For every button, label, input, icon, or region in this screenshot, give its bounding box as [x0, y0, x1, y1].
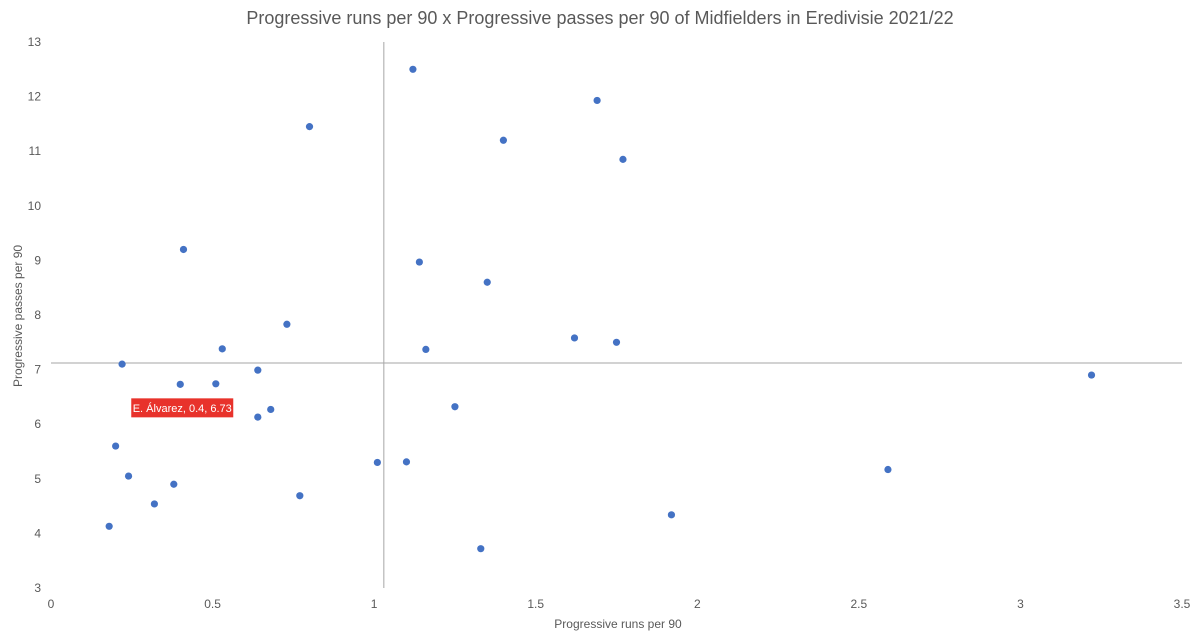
data-point [593, 96, 601, 105]
data-point [150, 500, 159, 508]
reference-lines [51, 42, 1182, 588]
x-axis-label: Progressive runs per 90 [554, 617, 682, 631]
data-point [477, 545, 485, 553]
data-point [499, 136, 507, 144]
data-point [118, 360, 126, 368]
x-tick-label: 2.5 [851, 597, 868, 611]
x-tick-label: 3 [1017, 597, 1024, 611]
data-point [1087, 371, 1096, 379]
data-point [170, 480, 178, 488]
x-tick-label: 0.5 [204, 597, 221, 611]
y-tick-label: 3 [34, 581, 41, 595]
y-tick-label: 5 [34, 472, 41, 486]
data-point [884, 465, 892, 474]
y-tick-label: 12 [28, 90, 42, 104]
data-point [409, 65, 417, 73]
y-axis-label: Progressive passes per 90 [11, 245, 25, 387]
y-tick-label: 4 [34, 526, 41, 540]
data-point [254, 413, 262, 421]
y-tick-label: 8 [34, 308, 41, 322]
y-tick-label: 10 [28, 199, 42, 213]
x-tick-label: 1 [371, 597, 378, 611]
x-tick-label: 2 [694, 597, 701, 611]
data-point [373, 458, 381, 467]
data-point [296, 492, 304, 500]
data-point [105, 522, 113, 530]
annotation-background [131, 398, 234, 418]
data-point [112, 442, 120, 450]
data-point [124, 472, 133, 480]
data-point [667, 511, 676, 519]
data-points [105, 65, 1096, 553]
y-tick-label: 11 [29, 144, 42, 158]
y-tick-label: 9 [34, 253, 41, 267]
y-tick-label: 7 [34, 363, 41, 377]
data-point [176, 380, 184, 388]
data-point [612, 338, 621, 346]
data-point [179, 245, 188, 254]
data-point [402, 458, 411, 466]
y-tick-label: 13 [28, 35, 42, 49]
data-point [305, 123, 314, 131]
data-point [483, 278, 491, 286]
data-point [570, 334, 579, 342]
data-point [619, 155, 627, 163]
data-point [415, 258, 423, 266]
data-point [218, 345, 226, 353]
annotation-label: E. Álvarez, 0.4, 6.73 [133, 402, 232, 415]
x-tick-label: 3.5 [1174, 597, 1191, 611]
data-point [451, 403, 459, 411]
data-point [422, 345, 430, 353]
data-point [212, 380, 220, 388]
x-tick-label: 0 [48, 597, 55, 611]
data-point [254, 366, 262, 374]
chart-title: Progressive runs per 90 x Progressive pa… [246, 8, 953, 28]
data-point [267, 405, 275, 414]
data-point [283, 320, 291, 328]
x-tick-label: 1.5 [527, 597, 544, 611]
y-tick-label: 6 [34, 417, 41, 431]
y-axis-ticks: 3 4 5 6 7 8 9 10 11 12 13 [28, 35, 42, 595]
point-annotation: E. Álvarez, 0.4, 6.73 [131, 398, 234, 418]
x-axis-ticks: 0 0.5 1 1.5 2 2.5 3 3.5 [48, 597, 1191, 611]
